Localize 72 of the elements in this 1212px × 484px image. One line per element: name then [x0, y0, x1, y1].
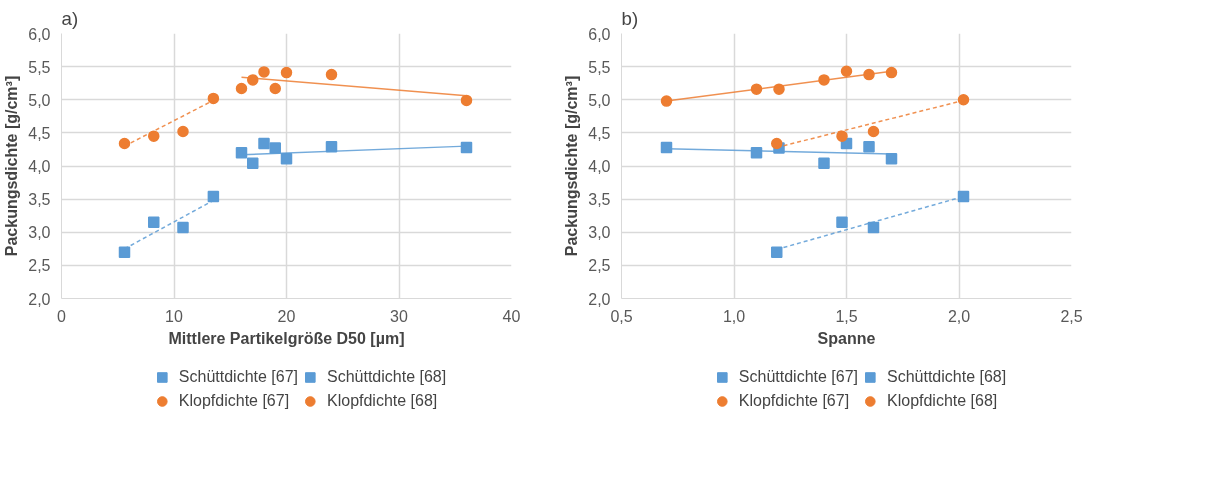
y-tick-label: 5,5	[28, 58, 51, 76]
legend-label: Klopfdichte [68]	[887, 392, 998, 410]
x-tick-label: 40	[502, 307, 521, 325]
point	[148, 216, 160, 229]
point	[867, 221, 880, 234]
chart-title: a)	[61, 7, 79, 29]
legend-label: Schüttdichte [68]	[887, 368, 1007, 386]
y-tick-label: 2,0	[28, 290, 51, 308]
y-tick-label: 3,0	[28, 224, 51, 242]
y-tick-label: 2,0	[588, 290, 611, 308]
y-tick-label: 4,0	[588, 158, 611, 175]
y-tick-label: 3,0	[588, 224, 611, 242]
y-tick-label: 2,5	[28, 257, 51, 275]
y-tick-label: 6,0	[28, 25, 51, 43]
point	[460, 94, 473, 107]
legend-label: Schüttdichte [67]	[178, 368, 298, 386]
x-axis-title: Mittlere Partikelgröße D50 [µm]	[168, 329, 405, 347]
y-tick-label: 3,5	[28, 191, 51, 209]
y-tick-label: 4,5	[28, 124, 51, 142]
y-tick-label: 5,5	[588, 58, 611, 76]
point	[235, 82, 248, 95]
point	[269, 142, 281, 154]
y-tick-label: 5,0	[28, 91, 51, 109]
y-tick-label: 4,5	[588, 124, 611, 142]
point	[660, 95, 673, 107]
x-tick-label: 0	[57, 307, 67, 325]
y-axis-title: Packungsdichte [g/cm³]	[3, 75, 21, 257]
y-axis-title: Packungsdichte [g/cm³]	[563, 75, 581, 257]
point	[840, 65, 853, 77]
point	[885, 66, 898, 79]
x-tick-label: 0,5	[610, 307, 633, 325]
point	[818, 157, 830, 170]
legend-label: Klopfdichte [67]	[178, 392, 290, 410]
point	[258, 137, 270, 150]
legend-label: Schüttdichte [67]	[738, 368, 858, 386]
point	[957, 94, 970, 106]
point	[258, 66, 270, 78]
x-tick-label: 2,5	[1060, 307, 1083, 325]
point	[177, 125, 189, 138]
y-tick-label: 3,5	[588, 191, 611, 209]
x-tick-label: 20	[277, 307, 296, 325]
y-tick-label: 4,0	[28, 158, 51, 175]
x-tick-label: 2,0	[947, 307, 971, 325]
point	[863, 141, 875, 153]
point	[148, 130, 160, 142]
chart-title: b)	[621, 7, 639, 29]
legend-label: Klopfdichte [67]	[738, 392, 850, 410]
point	[118, 246, 131, 258]
point	[836, 216, 848, 229]
point	[771, 246, 783, 258]
point	[269, 82, 281, 95]
legend-label: Klopfdichte [68]	[327, 392, 438, 410]
point	[235, 147, 248, 159]
point	[867, 125, 880, 138]
point	[325, 68, 338, 81]
point	[836, 130, 848, 142]
x-tick-label: 30	[390, 307, 408, 325]
y-tick-label: 6,0	[588, 25, 611, 43]
point	[207, 92, 220, 105]
y-tick-label: 5,0	[588, 91, 611, 109]
x-axis-title: Spanne	[817, 329, 876, 347]
point	[280, 66, 293, 79]
point	[207, 190, 220, 203]
x-tick-label: 1,5	[835, 307, 858, 325]
legend-label: Schüttdichte [68]	[327, 368, 447, 386]
point	[247, 157, 259, 170]
x-tick-label: 10	[165, 307, 183, 325]
point	[177, 221, 189, 234]
y-tick-label: 2,5	[588, 257, 611, 275]
point	[118, 137, 131, 150]
x-tick-label: 1,0	[722, 307, 746, 325]
point	[771, 137, 783, 150]
